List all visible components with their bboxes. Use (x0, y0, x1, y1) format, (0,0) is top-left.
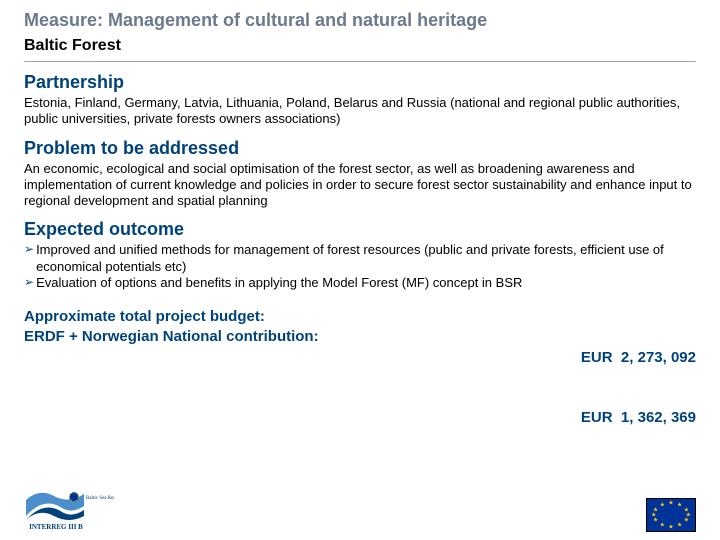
budget-block: Approximate total project budget: ERDF +… (24, 307, 696, 469)
budget-values: EUR 2, 273, 092 EUR 1, 362, 369 (581, 307, 696, 469)
problem-body: An economic, ecological and social optim… (24, 161, 696, 210)
measure-title: Measure: Management of cultural and natu… (24, 10, 696, 31)
slide-page: Measure: Management of cultural and natu… (0, 0, 720, 540)
eu-flag-icon: ★ ★ ★ ★ ★ ★ ★ ★ ★ ★ ★ ★ (646, 498, 696, 532)
budget-label-total: Approximate total project budget: (24, 307, 319, 327)
bullet-marker-icon: ➢ (24, 275, 34, 291)
outcome-bullet-text: Evaluation of options and benefits in ap… (36, 275, 522, 291)
outcome-bullet-text: Improved and unified methods for managem… (36, 242, 696, 275)
outcome-bullets: ➢ Improved and unified methods for manag… (24, 242, 696, 291)
footer: Baltic Sea Region INTERREG III B ★ ★ ★ ★… (24, 486, 696, 532)
logo-text-line2: INTERREG III B (29, 523, 83, 531)
section-title-problem: Problem to be addressed (24, 138, 696, 159)
budget-value-contrib: EUR 1, 362, 369 (581, 408, 696, 428)
budget-labels: Approximate total project budget: ERDF +… (24, 307, 319, 469)
project-name: Baltic Forest (24, 37, 696, 55)
section-title-partnership: Partnership (24, 72, 696, 93)
outcome-bullet-row: ➢ Improved and unified methods for manag… (24, 242, 696, 275)
section-title-outcome: Expected outcome (24, 219, 696, 240)
logo-text-line1: Baltic Sea Region (86, 496, 114, 501)
divider-rule (24, 61, 696, 62)
budget-value-total: EUR 2, 273, 092 (581, 348, 696, 368)
budget-label-contrib: ERDF + Norwegian National contribution: (24, 327, 319, 347)
outcome-bullet-row: ➢ Evaluation of options and benefits in … (24, 275, 696, 291)
interreg-logo-icon: Baltic Sea Region INTERREG III B (24, 486, 114, 532)
partnership-body: Estonia, Finland, Germany, Latvia, Lithu… (24, 95, 696, 128)
bullet-marker-icon: ➢ (24, 242, 34, 258)
